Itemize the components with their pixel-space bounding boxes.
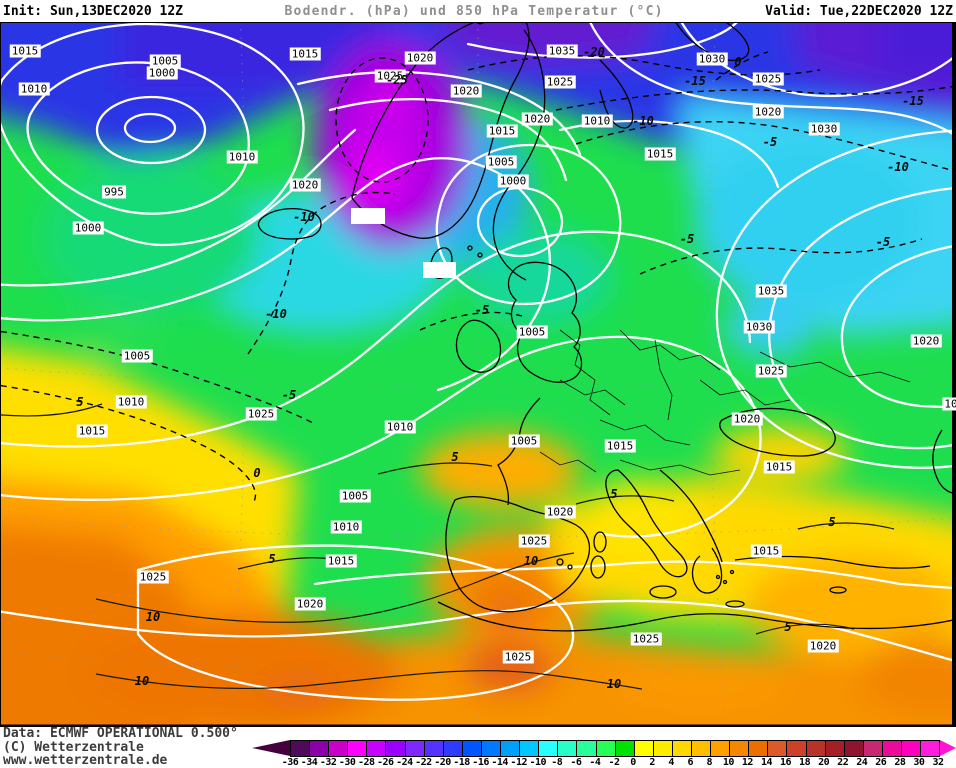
colorbar-cell [329, 741, 349, 756]
colorbar-tick-label: -18 [453, 757, 470, 768]
map-svg [0, 22, 956, 727]
colorbar-cell [462, 741, 482, 756]
colorbar-tick-label: -4 [589, 757, 601, 768]
colorbar-tick-label: 4 [668, 757, 674, 768]
colorbar-cell [386, 741, 406, 756]
colorbar-cells [290, 740, 940, 757]
colorbar-cell [405, 741, 425, 756]
country-borders [539, 329, 911, 476]
colorbar-tick-label: -16 [472, 757, 489, 768]
colorbar-tick-label: 20 [818, 757, 830, 768]
colorbar-tick-label: 2 [649, 757, 655, 768]
colorbar-tick-label: -28 [357, 757, 375, 768]
colorbar-tick-label: 24 [856, 757, 868, 768]
weather-map [0, 22, 956, 727]
colorbar-cell [902, 741, 922, 756]
isotherms-positive [0, 403, 895, 690]
map-title: Bodendr. (hPa) und 850 hPa Temperatur (°… [284, 3, 664, 19]
colorbar-tick-label: -34 [300, 757, 318, 768]
colorbar-cell [539, 741, 559, 756]
colorbar-tick-label: -8 [551, 757, 563, 768]
colorbar-tick-label: -26 [377, 757, 394, 768]
colorbar-right-arrow [940, 740, 956, 756]
coastlines [257, 22, 956, 632]
colorbar-cell [443, 741, 463, 756]
init-datetime: Init: Sun,13DEC2020 12Z [3, 3, 184, 19]
colorbar-cell [310, 741, 330, 756]
colorbar-tick-label: 12 [741, 757, 754, 768]
colorbar-cell [711, 741, 731, 756]
colorbar-tick-label: 30 [913, 757, 925, 768]
colorbar-tick-label: 16 [779, 757, 792, 768]
colorbar-cell [844, 741, 864, 756]
colorbar-cell [863, 741, 883, 756]
colorbar-tick-label: 8 [706, 757, 713, 768]
colorbar-ticks: -36 -34 -32 -30 -28 -26 -24 -22 -20 -18 -16 -14 -12-… [282, 757, 950, 768]
valid-datetime: Valid: Tue,22DEC2020 12Z [765, 3, 953, 19]
colorbar-tick-label: 18 [799, 757, 811, 768]
colorbar-cell [768, 741, 788, 756]
colorbar-cell [691, 741, 712, 756]
colorbar-tick-label: -22 [415, 757, 432, 768]
colorbar-cell [558, 741, 578, 756]
colorbar-tick-label: 32 [932, 757, 944, 768]
colorbar-cell [882, 741, 902, 756]
colorbar-cell [520, 741, 540, 756]
colorbar-cell [672, 741, 692, 756]
colorbar-cell [634, 741, 654, 756]
colorbar-tick-label: -14 [491, 757, 508, 768]
colorbar-cell [577, 741, 597, 756]
colorbar-cell [825, 741, 845, 756]
colorbar-cell [787, 741, 807, 756]
website-line: www.wetterzentrale.de [3, 753, 168, 768]
colorbar-tick-label: 22 [837, 757, 849, 768]
colorbar-tick-label: 26 [875, 757, 887, 768]
colorbar-cell [501, 741, 521, 756]
colorbar-tick-label: -36 [281, 757, 299, 768]
colorbar-tick-label: -2 [608, 757, 620, 768]
colorbar-tick-label: 28 [894, 757, 906, 768]
colorbar-cell [424, 741, 444, 756]
footer-credits: Data: ECMWF OPERATIONAL 0.500° (C) Wetter… [3, 727, 238, 768]
colorbar-cell [348, 741, 368, 756]
colorbar-cell [806, 741, 826, 756]
data-source-line: Data: ECMWF OPERATIONAL 0.500° [3, 726, 238, 741]
colorbar-tick-label: -20 [434, 757, 451, 768]
colorbar-cell [596, 741, 616, 756]
colorbar-tick-label: -30 [338, 757, 356, 768]
isotherms-negative [0, 51, 956, 505]
colorbar-tick-label: -32 [319, 757, 337, 768]
colorbar-tick-label: 14 [760, 757, 773, 768]
colorbar-cell [291, 741, 311, 756]
colorbar-cell [367, 741, 387, 756]
colorbar-tick-label: 6 [687, 757, 693, 768]
colorbar-cell [749, 741, 769, 756]
colorbar-cell [653, 741, 673, 756]
colorbar-tick-label: 0 [630, 757, 636, 768]
copyright-line: (C) Wetterzentrale [3, 739, 144, 755]
colorbar-cell [481, 741, 502, 756]
colorbar-cell [730, 741, 750, 756]
colorbar-cell [921, 741, 940, 756]
colorbar-tick-label: -24 [396, 757, 413, 768]
colorbar-tick-label: 10 [722, 757, 735, 768]
colorbar-left-arrow [252, 740, 290, 756]
colorbar-tick-label: -10 [529, 757, 547, 768]
colorbar-tick-label: -12 [510, 757, 527, 768]
colorbar-cell [615, 741, 635, 756]
header-bar: Init: Sun,13DEC2020 12Z Bodendr. (hPa) u… [0, 0, 956, 22]
colorbar-tick-label: -6 [570, 757, 582, 768]
